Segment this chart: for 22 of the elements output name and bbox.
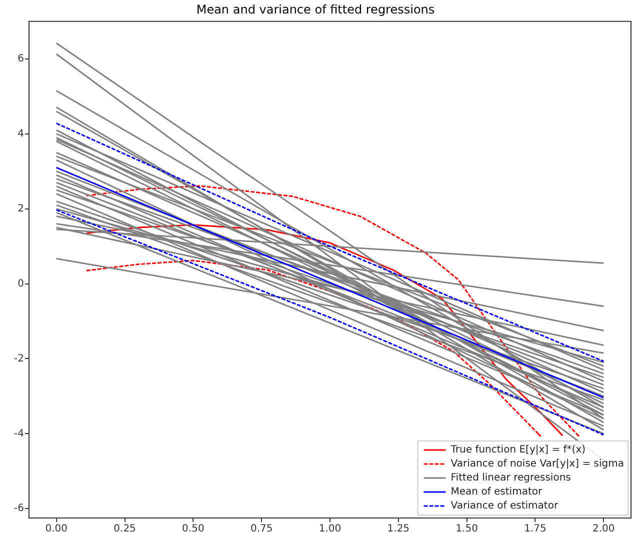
x-tick-label: 1.00 <box>318 524 342 534</box>
x-tick-label: 0.25 <box>114 524 136 534</box>
y-tick-label: 4 <box>18 128 24 140</box>
x-tick-label: 0.75 <box>250 524 273 534</box>
x-tick-label: 0.00 <box>45 524 68 534</box>
x-tick-label: 2.00 <box>592 524 615 534</box>
y-tick-label: -2 <box>14 353 24 364</box>
legend-label: Fitted linear regressions <box>450 472 571 484</box>
y-tick-label: -6 <box>14 503 24 514</box>
legend-label: Variance of estimator <box>450 500 559 512</box>
x-tick-label: 1.25 <box>387 524 410 534</box>
y-tick-label: 6 <box>18 53 24 64</box>
y-tick-label: 2 <box>18 203 24 214</box>
x-tick-label: 0.50 <box>182 524 204 534</box>
chart-title: Mean and variance of fitted regressions <box>196 2 435 16</box>
legend-label: Mean of estimator <box>450 486 543 498</box>
y-tick-label: 0 <box>18 278 24 290</box>
y-tick-label: -4 <box>14 428 24 440</box>
legend-label: True function E[y|x] = f*(x) <box>450 444 586 456</box>
x-tick-label: 1.75 <box>524 524 546 534</box>
legend-label: Variance of noise Var[y|x] = sigma <box>450 458 624 470</box>
x-tick-label: 1.50 <box>456 524 478 534</box>
